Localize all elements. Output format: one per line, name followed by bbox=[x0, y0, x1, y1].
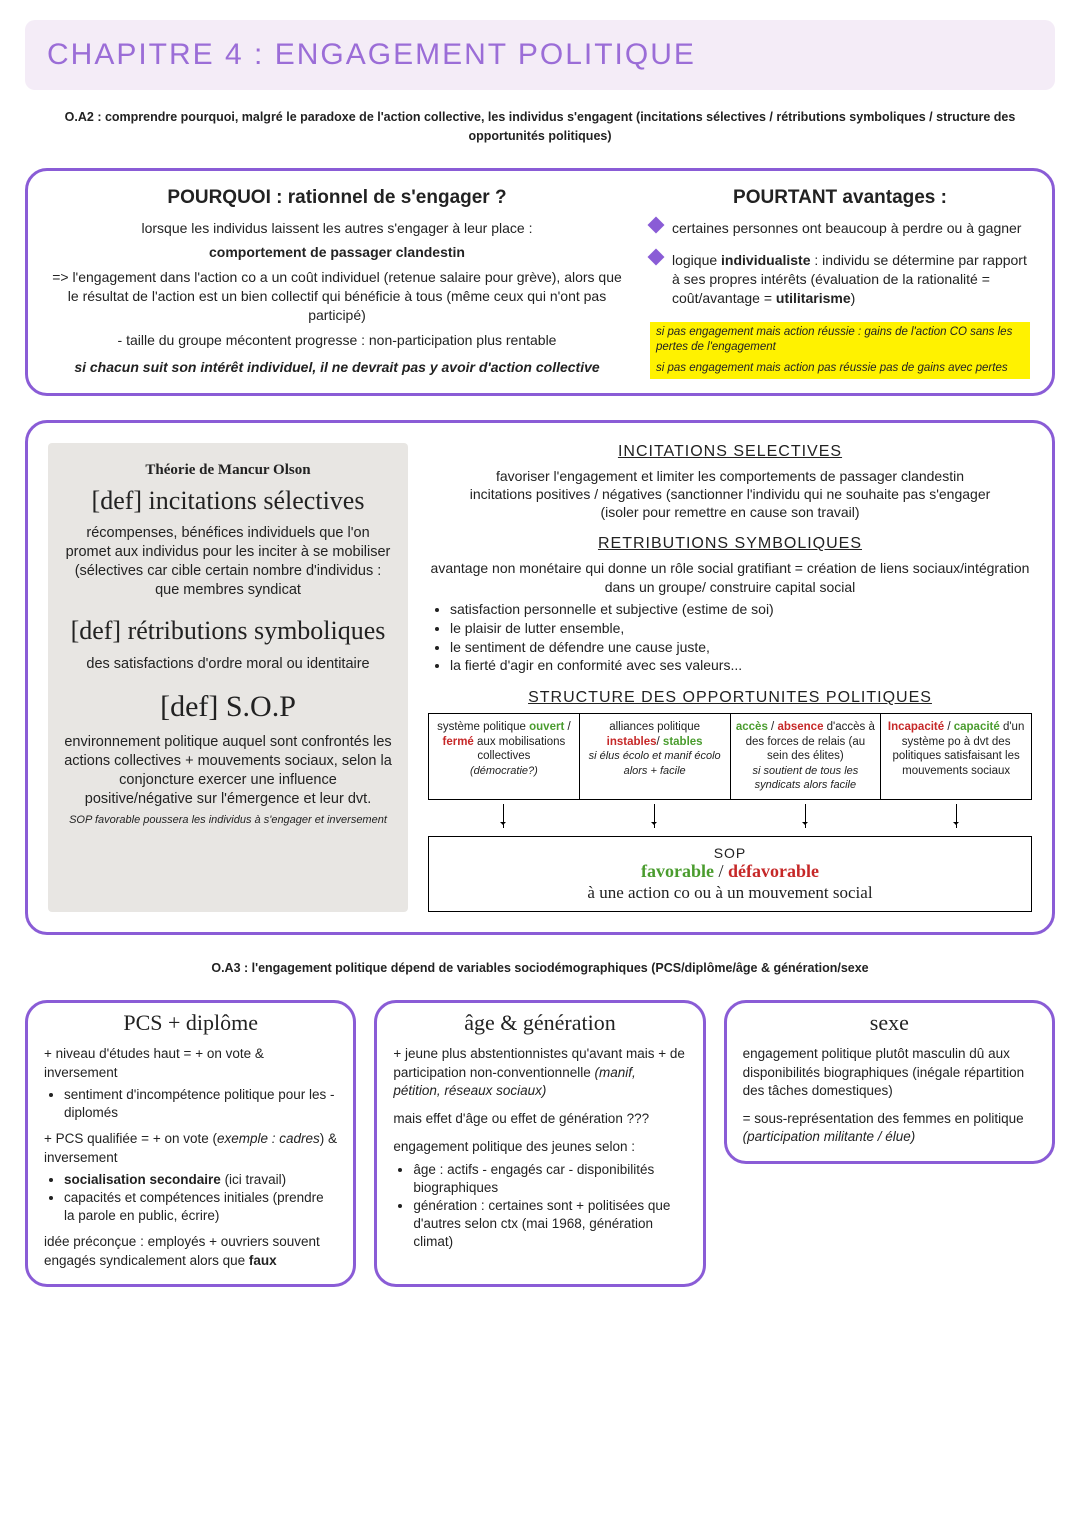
diamond-icon bbox=[648, 249, 665, 266]
chapter-title: CHAPITRE 4 : ENGAGEMENT POLITIQUE bbox=[47, 38, 1033, 72]
pourquoi-conclusion: si chacun suit son intérêt individuel, i… bbox=[50, 358, 624, 377]
sop-cell-2: alliances politique instables/ stablessi… bbox=[580, 714, 731, 799]
incitations-text: favoriser l'engagement et limiter les co… bbox=[428, 467, 1032, 522]
def-title-1: [def] incitations sélectives bbox=[64, 485, 392, 516]
card-pcs: PCS + diplôme + niveau d'études haut = +… bbox=[25, 1000, 356, 1287]
pourquoi-line3: => l'engagement dans l'action co a un co… bbox=[50, 268, 624, 325]
card-age-heading: âge & génération bbox=[456, 1008, 624, 1038]
paradox-panel: POURQUOI : rationnel de s'engager ? lors… bbox=[25, 168, 1055, 396]
diamond-icon bbox=[648, 216, 665, 233]
sop-cell-1: système politique ouvert / fermé aux mob… bbox=[429, 714, 580, 799]
chapter-title-box: CHAPITRE 4 : ENGAGEMENT POLITIQUE bbox=[25, 20, 1055, 90]
sop-arrows bbox=[428, 804, 1032, 834]
highlight-2: si pas engagement mais action pas réussi… bbox=[650, 358, 1030, 379]
card-sexe-heading: sexe bbox=[862, 1008, 917, 1038]
advantage-2: logique individualiste : individu se dét… bbox=[650, 251, 1030, 308]
sop-cell-4: Incapacité / capacité d'un système po à … bbox=[881, 714, 1031, 799]
pourquoi-line4: - taille du groupe mécontent progresse :… bbox=[50, 331, 624, 350]
definitions-box: Théorie de Mancur Olson [def] incitation… bbox=[48, 443, 408, 912]
card-age: âge & génération + jeune plus abstention… bbox=[374, 1000, 705, 1287]
explanations-column: INCITATIONS SELECTIVES favoriser l'engag… bbox=[428, 443, 1032, 912]
pourquoi-column: POURQUOI : rationnel de s'engager ? lors… bbox=[50, 187, 624, 379]
highlight-1: si pas engagement mais action réussie : … bbox=[650, 322, 1030, 358]
pourtant-column: POURTANT avantages : certaines personnes… bbox=[650, 187, 1030, 379]
card-pcs-heading: PCS + diplôme bbox=[115, 1008, 266, 1038]
retributions-list: satisfaction personnelle et subjective (… bbox=[428, 600, 1032, 676]
retributions-heading: RETRIBUTIONS SYMBOLIQUES bbox=[428, 535, 1032, 553]
sop-heading: STRUCTURE DES OPPORTUNITES POLITIQUES bbox=[428, 689, 1032, 707]
theory-author: Théorie de Mancur Olson bbox=[64, 461, 392, 479]
sop-table: système politique ouvert / fermé aux mob… bbox=[428, 713, 1032, 800]
sop-cell-3: accès / absence d'accès à des forces de … bbox=[731, 714, 882, 799]
def-text-3b: SOP favorable poussera les individus à s… bbox=[64, 813, 392, 827]
incitations-heading: INCITATIONS SELECTIVES bbox=[428, 443, 1032, 461]
advantage-1: certaines personnes ont beaucoup à perdr… bbox=[650, 219, 1030, 238]
def-text-1: récompenses, bénéfices individuels que l… bbox=[64, 524, 392, 599]
objective-a3: O.A3 : l'engagement politique dépend de … bbox=[35, 959, 1045, 978]
pourquoi-heading: POURQUOI : rationnel de s'engager ? bbox=[50, 187, 624, 209]
retributions-text: avantage non monétaire qui donne un rôle… bbox=[428, 559, 1032, 595]
variables-row: PCS + diplôme + niveau d'études haut = +… bbox=[25, 1000, 1055, 1287]
def-text-2: des satisfactions d'ordre moral ou ident… bbox=[64, 655, 392, 674]
card-sexe: sexe engagement politique plutôt masculi… bbox=[724, 1000, 1055, 1164]
pourquoi-line1: lorsque les individus laissent les autre… bbox=[50, 219, 624, 238]
pourquoi-bold: comportement de passager clandestin bbox=[50, 243, 624, 262]
pourtant-heading: POURTANT avantages : bbox=[650, 187, 1030, 209]
def-title-3: [def] S.O.P bbox=[64, 689, 392, 725]
def-title-2: [def] rétributions symboliques bbox=[64, 615, 392, 646]
def-text-3: environnement politique auquel sont conf… bbox=[64, 733, 392, 808]
definitions-panel: Théorie de Mancur Olson [def] incitation… bbox=[25, 420, 1055, 935]
sop-result-box: SOP favorable / défavorable à une action… bbox=[428, 836, 1032, 912]
objective-a2: O.A2 : comprendre pourquoi, malgré le pa… bbox=[35, 108, 1045, 146]
